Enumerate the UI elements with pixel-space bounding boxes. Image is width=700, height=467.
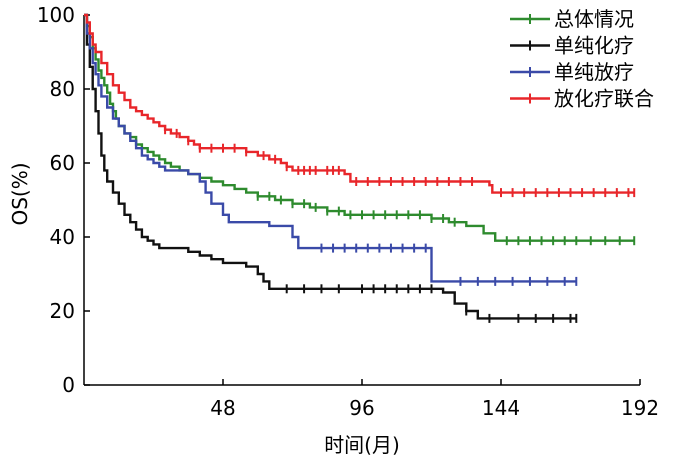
survival-curve xyxy=(84,13,635,242)
x-tick-label: 96 xyxy=(349,396,374,420)
survival-curve xyxy=(84,13,577,283)
y-tick-label: 60 xyxy=(50,151,75,175)
survival-curve xyxy=(84,13,635,194)
series-1 xyxy=(84,13,578,323)
x-tick-label: 192 xyxy=(621,396,659,420)
tick-labels: 48 96 144 192 0 20 40 60 80 100 xyxy=(37,3,659,420)
legend-item: 总体情况 xyxy=(510,7,634,31)
y-tick-label: 40 xyxy=(50,225,75,249)
x-tick-label: 48 xyxy=(210,396,235,420)
x-tick-label: 144 xyxy=(482,396,520,420)
legend-label: 单纯化疗 xyxy=(554,34,634,58)
y-tick-label: 20 xyxy=(50,299,75,323)
y-tick-label: 0 xyxy=(62,373,75,397)
survival-curve xyxy=(84,13,577,320)
series-2 xyxy=(84,13,578,286)
legend-item: 单纯化疗 xyxy=(510,34,634,58)
x-axis-title: 时间(月) xyxy=(324,433,400,457)
legend-item: 放化疗联合 xyxy=(510,87,654,111)
y-axis-title: OS(%) xyxy=(8,162,32,225)
y-tick-label: 80 xyxy=(50,77,75,101)
series-0 xyxy=(84,13,636,246)
series-3 xyxy=(84,13,636,198)
y-tick-label: 100 xyxy=(37,3,75,27)
legend-label: 放化疗联合 xyxy=(554,87,654,111)
series-layer xyxy=(84,13,636,323)
legend-item: 单纯放疗 xyxy=(510,60,634,84)
legend-label: 单纯放疗 xyxy=(554,60,634,84)
legend-label: 总体情况 xyxy=(554,7,634,31)
